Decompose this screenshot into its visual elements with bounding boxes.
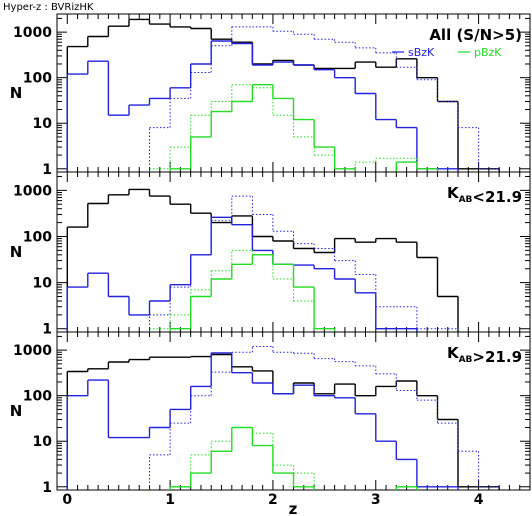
y-tick-label: 1000 — [13, 183, 52, 199]
series-sbzk-solid — [66, 352, 459, 490]
y-tick-label: 100 — [23, 71, 52, 87]
series-pbzk-solid — [169, 254, 336, 332]
x-tick-label: 4 — [474, 492, 484, 508]
x-tick-label: 3 — [371, 492, 381, 508]
series-all-solid — [66, 188, 459, 332]
y-tick-label: 1 — [42, 162, 52, 178]
series-sbzk-dotted — [149, 346, 500, 490]
panels-group: 1 10 100 1000 N All (S/N>5) sBzK pBzK 1 10 100 1000… — [10, 13, 531, 496]
y-tick-label: 10 — [33, 116, 53, 132]
series-pbzk-dotted — [169, 427, 418, 490]
panel-label: All (S/N>5) — [429, 26, 522, 44]
x-tick-label: 2 — [268, 492, 278, 508]
series-pbzk-solid — [169, 84, 439, 172]
y-axis-label: N — [10, 402, 23, 420]
y-tick-label: 10 — [33, 434, 53, 450]
y-axis-label: N — [10, 243, 23, 261]
series-sbzk-dotted — [149, 195, 459, 332]
series-pbzk-solid — [169, 426, 418, 490]
y-axis-label: N — [10, 84, 23, 102]
legend-label: sBzK — [408, 46, 435, 59]
panel-3: 1 10 100 1000 N KAB>21.9 — [10, 331, 531, 496]
series-sbzk-solid — [66, 216, 418, 332]
y-tick-label: 1000 — [13, 25, 52, 41]
y-tick-label: 1000 — [13, 343, 52, 359]
y-tick-label: 100 — [23, 229, 52, 245]
x-axis-label: z — [289, 500, 298, 516]
x-tick-labels: 0 1 2 3 4 — [62, 492, 483, 508]
panel-2: 1 10 100 1000 N KAB<21.9 — [10, 171, 531, 338]
series-sbzk-dotted — [149, 26, 500, 172]
y-tick-label: 10 — [33, 276, 53, 292]
panel-label: KAB<21.9 — [447, 184, 522, 206]
y-tick-label: 100 — [23, 389, 52, 405]
panel-1: 1 10 100 1000 N All (S/N>5) sBzK pBzK — [10, 13, 531, 178]
x-tick-label: 1 — [165, 492, 175, 508]
panel-label: KAB>21.9 — [447, 344, 522, 366]
figure-title: Hyper-z : BVRizHK — [3, 2, 94, 13]
x-tick-label: 0 — [62, 492, 72, 508]
series-pbzk-dotted — [149, 249, 315, 332]
series-sbzk-solid — [66, 40, 459, 172]
series-all-solid — [66, 353, 500, 490]
legend-label: pBzK — [474, 46, 502, 59]
y-tick-label: 1 — [42, 322, 52, 338]
y-tick-label: 1 — [42, 480, 52, 496]
